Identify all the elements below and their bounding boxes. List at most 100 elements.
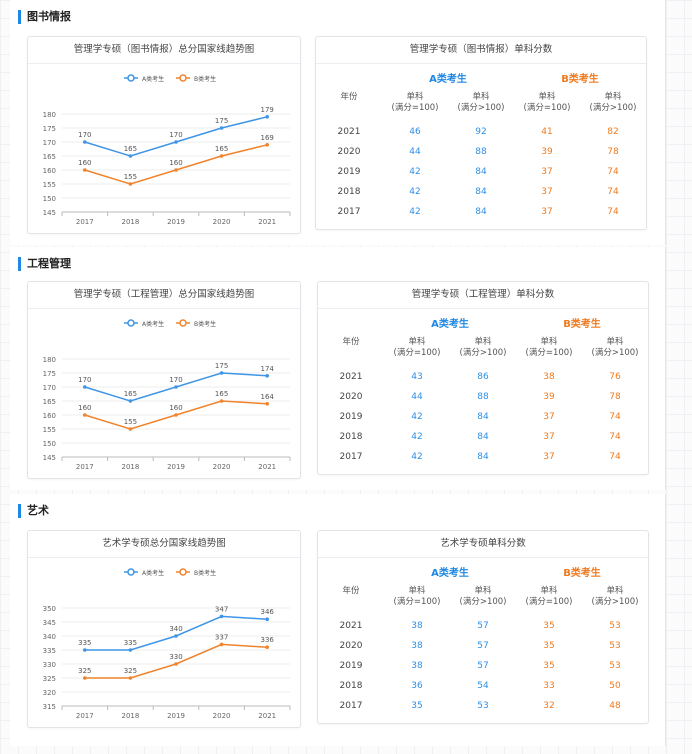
data-point [219, 614, 224, 619]
data-label: 174 [261, 365, 275, 373]
trend-chart-card: 艺术学专硕总分国家线趋势图 A类考生 B类考生 315 320 325 330 335 340… [27, 530, 301, 728]
data-label: 160 [78, 159, 91, 167]
group-b-header: B类考生 [563, 318, 601, 330]
data-label: 160 [78, 404, 91, 412]
y-tick-label: 165 [43, 153, 56, 161]
table-title: 管理学专硕（图书情报）单科分数 [316, 37, 646, 64]
y-tick-label: 170 [43, 139, 56, 147]
table-row: 2017 42 84 37 74 [318, 447, 648, 467]
y-tick-label: 180 [43, 356, 56, 364]
data-point [174, 413, 178, 417]
y-tick-label: 155 [43, 426, 56, 434]
data-point [174, 662, 178, 666]
chart-title: 管理学专硕（图书情报）总分国家线趋势图 [28, 37, 300, 64]
table-row: 2019 42 84 37 74 [318, 407, 648, 427]
data-label: 170 [169, 376, 182, 384]
section-library-info: 图书情报 管理学专硕（图书情报）总分国家线趋势图 A类考生 B类考生 145 150 1… [10, 0, 666, 245]
legend-marker [179, 74, 187, 82]
y-tick-label: 175 [43, 125, 56, 133]
group-a-cell: 84 [477, 432, 489, 442]
trend-chart: A类考生 B类考生 145 150 155 160 165 170 175 180 2017 2018… [43, 319, 291, 471]
subject-header: 单科 (满分>100) [457, 92, 505, 113]
score-table-card: 管理学专硕（图书情报）单科分数 A类考生 B类考生 年份 单科 (满分=100) 单科 (满… [315, 36, 647, 230]
group-a-cell: 42 [411, 432, 423, 442]
sub-header-row: 年份 单科 (满分=100) 单科 (满分>100) 单科 (满分=100) 单科 (满分>10… [316, 90, 646, 122]
data-label: 325 [124, 667, 137, 675]
x-tick-label: 2017 [76, 463, 94, 471]
subject-header: 单科 (满分=100) [525, 337, 573, 358]
chart-title: 管理学专硕（工程管理）总分国家线趋势图 [28, 282, 300, 309]
legend-label: A类考生 [142, 569, 164, 577]
group-header-row: A类考生 B类考生 [316, 64, 646, 90]
y-tick-label: 335 [43, 647, 56, 655]
table-row: 2019 38 57 35 53 [318, 656, 648, 676]
data-point [219, 399, 224, 403]
group-b-cell: 41 [541, 127, 553, 137]
data-point [219, 371, 224, 375]
year-cell: 2021 [339, 372, 363, 382]
data-label: 155 [124, 173, 137, 181]
data-label: 169 [261, 134, 274, 142]
group-b-cell: 37 [541, 187, 553, 197]
table-row: 2019 42 84 37 74 [316, 162, 646, 182]
data-label: 170 [169, 131, 182, 139]
data-label: 340 [169, 625, 182, 633]
group-a-header: A类考生 [431, 567, 469, 579]
group-b-cell: 53 [609, 641, 621, 651]
table-row: 2020 44 88 39 78 [316, 142, 646, 162]
x-tick-label: 2021 [258, 463, 276, 471]
data-point [83, 676, 87, 680]
year-header: 年份 [342, 337, 360, 347]
group-b-cell: 53 [609, 621, 621, 631]
table-title: 管理学专硕（工程管理）单科分数 [318, 282, 648, 309]
year-cell: 2020 [337, 147, 361, 157]
x-tick-label: 2017 [76, 218, 94, 226]
table-row: 2018 42 84 37 74 [316, 182, 646, 202]
data-point [128, 427, 133, 431]
year-cell: 2019 [337, 167, 361, 177]
group-b-cell: 37 [543, 412, 555, 422]
data-label: 336 [261, 636, 275, 644]
y-tick-label: 325 [43, 675, 56, 683]
data-point [174, 634, 178, 638]
group-b-cell: 74 [609, 452, 621, 462]
score-table: A类考生 B类考生 年份 单科 (满分=100) 单科 (满分>100) 单科 (满分=100)… [316, 64, 646, 222]
data-point [265, 115, 269, 119]
trend-chart: A类考生 B类考生 145 150 155 160 165 170 175 180 2017 2018… [43, 74, 291, 226]
y-tick-label: 160 [43, 167, 56, 175]
group-a-cell: 57 [477, 661, 489, 671]
group-a-header: A类考生 [431, 318, 469, 330]
data-point [265, 402, 269, 406]
group-a-cell: 38 [411, 641, 423, 651]
section-title: 艺术 [18, 504, 49, 518]
group-b-cell: 82 [607, 127, 619, 137]
group-a-cell: 38 [411, 661, 423, 671]
x-tick-label: 2017 [76, 712, 94, 720]
group-b-cell: 74 [609, 432, 621, 442]
subject-header: 单科 (满分>100) [459, 586, 507, 607]
table-row: 2018 42 84 37 74 [318, 427, 648, 447]
data-label: 175 [215, 362, 228, 370]
x-tick-label: 2019 [167, 712, 185, 720]
data-label: 346 [261, 608, 275, 616]
legend-marker [179, 319, 187, 327]
y-tick-label: 315 [43, 703, 56, 711]
table-row: 2021 43 86 38 76 [318, 367, 648, 387]
group-b-cell: 33 [543, 681, 555, 691]
group-a-cell: 35 [411, 701, 423, 711]
group-b-cell: 32 [543, 701, 555, 711]
y-tick-label: 150 [43, 195, 56, 203]
section-title: 图书情报 [18, 10, 71, 24]
subject-header: 单科 (满分>100) [589, 92, 637, 113]
data-point [265, 645, 269, 649]
x-tick-label: 2019 [167, 463, 185, 471]
header-spacer [318, 309, 384, 335]
header-spacer [316, 64, 382, 90]
year-cell: 2018 [337, 187, 361, 197]
group-a-cell: 88 [477, 392, 489, 402]
group-a-cell: 46 [409, 127, 421, 137]
group-a-cell: 42 [411, 452, 423, 462]
y-tick-label: 155 [43, 181, 56, 189]
table-row: 2017 42 84 37 74 [316, 202, 646, 222]
group-a-cell: 44 [409, 147, 421, 157]
